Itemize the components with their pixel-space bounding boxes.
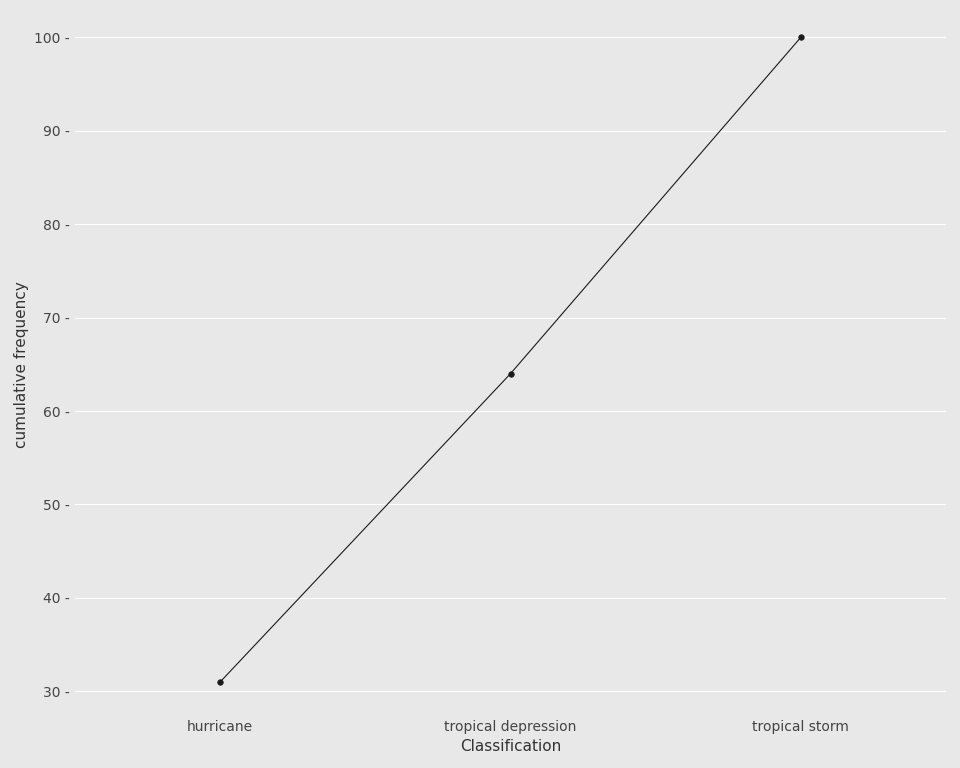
X-axis label: Classification: Classification [460,739,562,754]
Y-axis label: cumulative frequency: cumulative frequency [13,281,29,448]
